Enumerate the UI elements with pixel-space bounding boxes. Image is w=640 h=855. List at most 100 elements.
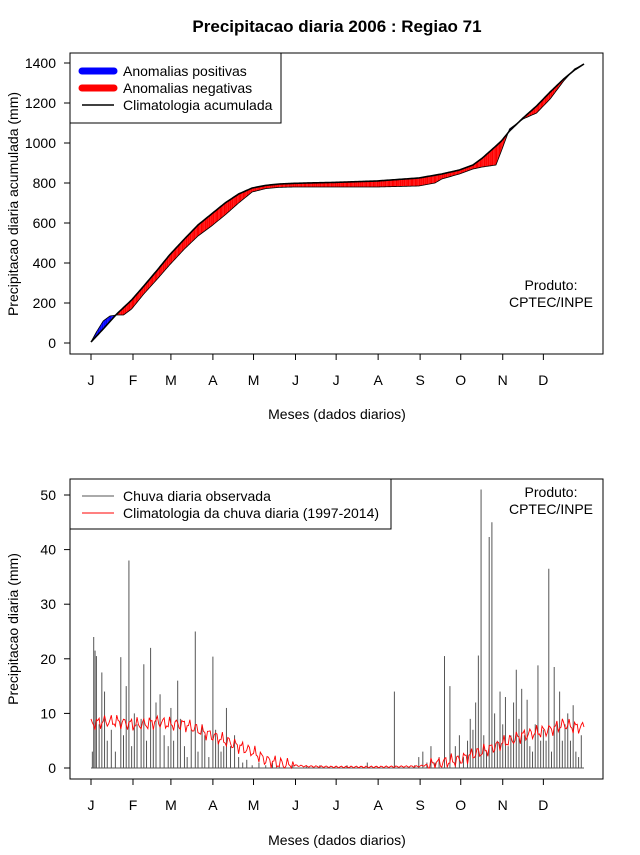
anomaly-band [452, 171, 454, 176]
anomaly-band [322, 182, 324, 187]
anomaly-band [340, 182, 342, 187]
x-tick-label: D [538, 372, 548, 388]
anomaly-band [303, 183, 305, 187]
anomaly-band [360, 181, 362, 187]
anomaly-band [187, 234, 189, 247]
anomaly-band [420, 177, 422, 186]
anomaly-band [230, 198, 232, 211]
anomaly-band [204, 218, 207, 231]
anomaly-band [249, 188, 251, 195]
anomaly-band [310, 182, 312, 187]
anomaly-band [248, 189, 250, 196]
anomaly-band [342, 182, 345, 187]
product-note-line: CPTEC/INPE [509, 294, 593, 310]
anomaly-band [147, 279, 150, 290]
anomaly-band [158, 266, 161, 278]
y-tick-label: 40 [40, 542, 56, 558]
anomaly-band [443, 173, 445, 179]
anomaly-band [349, 181, 352, 187]
x-tick-label: S [415, 372, 424, 388]
anomaly-band [356, 181, 358, 187]
anomaly-band [286, 183, 288, 188]
anomaly-band [180, 241, 182, 254]
anomaly-band [323, 182, 326, 187]
daily-climatology-line [90, 714, 585, 770]
anomaly-band [448, 172, 450, 178]
anomaly-band [233, 196, 235, 208]
legend-label: Anomalias negativas [123, 80, 252, 96]
anomaly-band [383, 180, 385, 187]
anomaly-band [338, 182, 341, 187]
anomaly-band [370, 181, 372, 187]
anomaly-band [300, 183, 303, 187]
anomaly-band [191, 230, 193, 243]
anomaly-band [376, 180, 379, 187]
product-note: Produto: CPTEC/INPE [509, 484, 593, 517]
x-tick-label: M [248, 372, 260, 388]
anomaly-band [372, 181, 375, 187]
observed-accumulated-line [90, 63, 585, 343]
anomaly-band [185, 236, 188, 248]
anomaly-band [134, 295, 136, 306]
anomaly-band [146, 281, 148, 291]
anomaly-band [437, 174, 440, 182]
anomaly-band [430, 175, 433, 184]
anomaly-band [216, 208, 219, 222]
anomaly-band [418, 177, 421, 186]
anomaly-band [449, 171, 452, 177]
daily-spikes [91, 489, 584, 769]
anomaly-band [483, 155, 486, 167]
anomaly-band [157, 268, 159, 279]
anomaly-band [292, 183, 295, 187]
anomaly-band [173, 249, 175, 261]
legend: Anomalias positivas Anomalias negativas … [69, 52, 282, 124]
legend-box [69, 478, 392, 530]
accumulated-axes: J F M A M J J A S O N D 0 200 400 600 800 1000 1200 1400 [25, 55, 549, 388]
anomaly-band [139, 289, 142, 299]
y-tick-label: 20 [40, 651, 56, 667]
x-tick-label: D [538, 797, 548, 813]
anomaly-band [309, 182, 311, 187]
anomaly-band [142, 286, 144, 296]
anomaly-band [123, 306, 125, 315]
daily-axes: J F M A M J J A S O N D 0 10 20 30 40 50 [40, 487, 548, 813]
anomaly-band [207, 216, 209, 229]
anomaly-band [314, 182, 316, 187]
anomaly-band [239, 192, 242, 202]
anomaly-band [189, 232, 192, 244]
x-tick-label: S [415, 797, 424, 813]
x-axis-label: Meses (dados diarios) [268, 406, 406, 422]
anomaly-band [188, 233, 190, 246]
anomaly-band [206, 217, 208, 230]
daily-lines [90, 714, 585, 770]
anomaly-band [141, 287, 143, 298]
anomaly-band [298, 183, 300, 187]
x-tick-label: A [208, 372, 218, 388]
anomaly-band [411, 178, 414, 187]
anomaly-band [399, 179, 402, 187]
y-axis-label: Precipitacao diaria (mm) [5, 553, 21, 705]
anomaly-band [477, 161, 479, 169]
x-tick-label: J [88, 797, 95, 813]
x-tick-label: F [129, 797, 138, 813]
anomaly-band [432, 175, 434, 184]
anomaly-band [219, 206, 222, 220]
anomaly-band [222, 204, 224, 218]
anomaly-band [294, 183, 296, 187]
anomaly-band [445, 172, 448, 178]
anomaly-band [413, 178, 415, 187]
anomaly-band [200, 221, 203, 234]
anomaly-band [417, 178, 419, 187]
anomaly-band [195, 226, 197, 239]
y-tick-label: 600 [33, 215, 57, 231]
anomaly-band [355, 181, 357, 187]
legend: Chuva diaria observada Climatologia da c… [69, 478, 392, 530]
anomaly-band [421, 177, 423, 186]
anomaly-band [130, 300, 132, 310]
anomaly-band [291, 183, 293, 188]
anomaly-band [359, 181, 361, 187]
anomaly-band [391, 179, 394, 187]
anomaly-band [283, 183, 285, 188]
anomaly-band [357, 181, 360, 187]
